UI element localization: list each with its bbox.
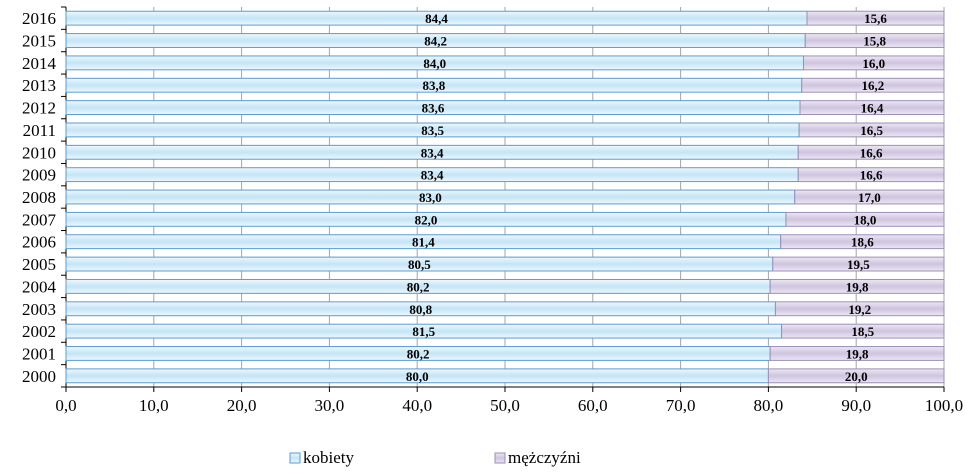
bar-mezczyzni [804,33,945,48]
bars [65,10,945,384]
y-category-label: 2015 [22,32,56,51]
data-label: 15,6 [864,11,887,26]
data-label: 16,6 [860,168,883,183]
y-category-label: 2000 [22,367,56,386]
x-tick-label: 80,0 [754,396,784,415]
data-label: 16,5 [860,123,883,138]
data-label: 84,0 [423,56,446,71]
x-tick-label: 70,0 [666,396,696,415]
x-tick-label: 40,0 [402,396,432,415]
data-label: 80,8 [409,302,432,317]
data-label: 19,8 [846,279,869,294]
y-category-label: 2007 [22,210,57,229]
bar-mezczyzni [772,256,945,272]
y-category-label: 2003 [22,300,56,319]
bar-mezczyzni [794,189,945,205]
data-label: 81,4 [412,235,435,250]
axes: 0,0 10,0 20,0 30,0 40,0 50,0 60,0 70,0 80,0 90,0 1… [22,6,963,415]
legend-swatch [494,452,506,464]
bar-mezczyzni [769,346,945,361]
data-label: 20,0 [845,369,868,384]
y-category-label: 2011 [23,121,56,140]
x-tick-label: 30,0 [315,396,345,415]
data-label: 84,2 [424,34,447,49]
data-label: 19,2 [848,302,871,317]
y-category-label: 2016 [22,9,56,28]
bar-mezczyzni [797,167,945,183]
bar-mezczyzni [781,323,945,339]
data-label: 82,0 [415,212,438,227]
data-label: 19,5 [847,257,870,272]
data-label: 80,5 [408,257,431,272]
legend-label: kobiety [303,448,354,467]
x-tick-label: 100,0 [925,396,963,415]
data-label: 16,0 [862,56,885,71]
bar-mezczyzni [785,211,945,227]
x-tick-label: 10,0 [139,396,169,415]
y-category-label: 2001 [22,344,56,363]
y-category-label: 2014 [22,54,57,73]
bar-mezczyzni [798,122,945,138]
data-label: 15,8 [863,34,886,49]
data-label: 16,6 [860,145,883,160]
bar-mezczyzni [774,301,945,317]
data-label: 80,0 [406,369,429,384]
data-label: 84,4 [425,11,448,26]
data-label: 18,6 [851,235,874,250]
data-label: 18,5 [851,324,874,339]
data-label: 18,0 [854,212,877,227]
bar-mezczyzni [767,368,945,384]
bar-mezczyzni [797,144,945,160]
data-label: 81,5 [412,324,435,339]
bar-mezczyzni [803,55,945,71]
data-label: 19,8 [846,346,869,361]
data-label: 83,0 [419,190,442,205]
bar-mezczyzni [799,100,945,116]
y-category-label: 2010 [22,143,56,162]
bar-mezczyzni [801,77,945,93]
y-category-label: 2005 [22,255,56,274]
legend-label: mężczyźni [508,448,581,467]
data-label: 80,2 [407,279,430,294]
y-category-label: 2013 [22,76,56,95]
x-tick-label: 90,0 [841,396,871,415]
data-label: 16,4 [861,101,884,116]
data-label: 83,8 [423,78,446,93]
data-label: 83,4 [421,168,444,183]
data-label: 16,2 [862,78,885,93]
y-category-label: 2006 [22,233,56,252]
legend-swatch [289,452,301,464]
bar-mezczyzni [806,10,945,26]
bar-mezczyzni [780,234,945,250]
x-tick-label: 60,0 [578,396,608,415]
y-category-label: 2002 [22,322,56,341]
data-label: 83,5 [421,123,444,138]
data-labels: 80,0 20,0 80,2 19,8 81,5 18,5 80,8 19,2 80,2 19,8… [406,11,888,384]
bar-mezczyzni [769,278,945,294]
x-tick-label: 20,0 [227,396,257,415]
y-category-label: 2012 [22,99,56,118]
x-tick-label: 0,0 [55,396,76,415]
legend: kobiety mężczyźni [289,448,581,467]
y-category-label: 2009 [22,166,56,185]
data-label: 83,6 [422,101,445,116]
x-tick-label: 50,0 [490,396,520,415]
data-label: 80,2 [407,346,430,361]
y-category-label: 2008 [22,188,56,207]
y-category-label: 2004 [22,277,57,296]
data-label: 83,4 [421,145,444,160]
data-label: 17,0 [858,190,881,205]
